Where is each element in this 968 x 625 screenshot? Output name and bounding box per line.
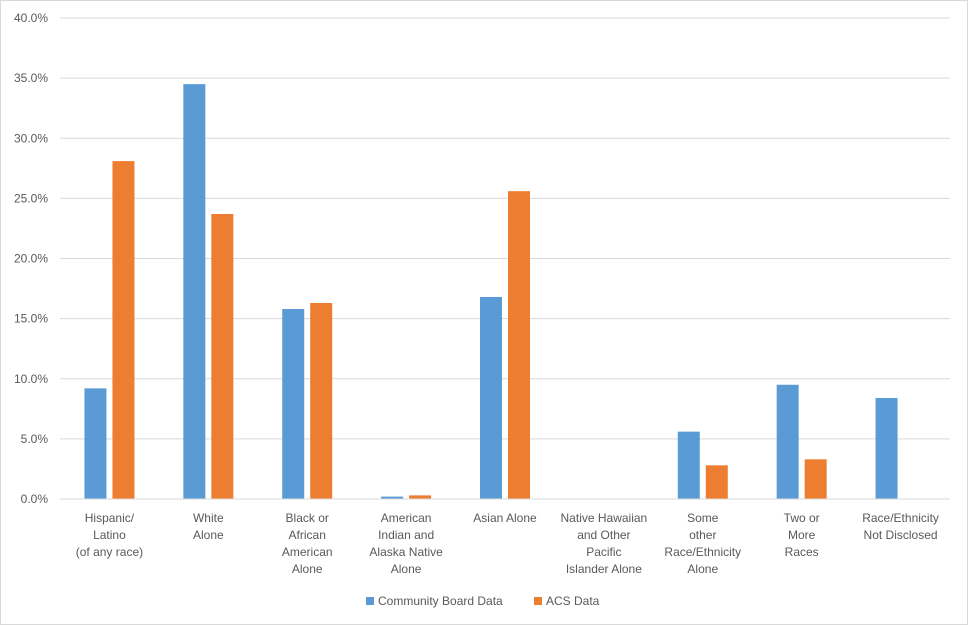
x-tick-label: Native Hawaiian <box>561 511 648 525</box>
gridlines <box>60 17 950 440</box>
x-tick-label: Latino <box>93 528 126 542</box>
bar <box>282 309 305 499</box>
x-tick-label: Asian Alone <box>473 511 537 525</box>
x-tick-label: Race/Ethnicity <box>862 511 939 525</box>
x-tick-label: African <box>289 528 326 542</box>
bar <box>84 388 107 499</box>
y-tick-label: 20.0% <box>14 252 48 266</box>
x-tick-label: and Other <box>577 528 630 542</box>
bar <box>112 161 135 499</box>
x-tick-label: White <box>193 511 224 525</box>
legend-swatch <box>366 597 374 605</box>
bar <box>508 191 530 499</box>
x-tick-label: Hispanic/ <box>85 511 135 525</box>
y-axis-ticks: 0.0% 5.0% 10.0% 15.0% 20.0% 25.0% 30.0% 35.0% 40… <box>14 11 48 506</box>
x-tick-label: Islander Alone <box>566 562 642 576</box>
y-tick-label: 15.0% <box>14 312 48 326</box>
x-axis-categories: Hispanic/Latino (of any race) White Alone Bl… <box>76 511 939 576</box>
bar <box>804 459 827 499</box>
bar <box>875 397 898 499</box>
bar <box>310 302 333 499</box>
x-tick-label: American <box>381 511 432 525</box>
bar <box>705 465 728 499</box>
x-tick-label: Some <box>687 511 719 525</box>
x-tick-label: Pacific <box>586 545 621 559</box>
x-tick-label: American <box>282 545 333 559</box>
x-tick-label: Race/Ethnicity <box>664 545 741 559</box>
legend-label: Community Board Data <box>378 594 503 608</box>
y-tick-label: 40.0% <box>14 11 48 25</box>
y-tick-label: 0.0% <box>21 492 49 506</box>
x-tick-label: Races <box>785 545 819 559</box>
x-tick-label: (of any race) <box>76 545 143 559</box>
bars <box>84 84 898 499</box>
y-tick-label: 5.0% <box>21 432 49 446</box>
bar <box>183 84 206 499</box>
bar <box>211 214 234 499</box>
x-tick-label: Alaska Native <box>369 545 443 559</box>
x-tick-label: Alone <box>292 562 323 576</box>
y-tick-label: 30.0% <box>14 131 48 145</box>
bar <box>677 431 700 499</box>
x-tick-label: other <box>689 528 716 542</box>
bar <box>381 496 404 499</box>
x-tick-label: Alone <box>391 562 422 576</box>
legend-swatch <box>534 597 542 605</box>
x-tick-label: Alone <box>193 528 224 542</box>
bar <box>409 495 432 499</box>
x-tick-label: Two or <box>784 511 820 525</box>
x-tick-label: Not Disclosed <box>864 528 938 542</box>
bar <box>776 384 799 499</box>
legend: Community Board Data ACS Data <box>366 594 600 608</box>
x-tick-label: Black or <box>286 511 329 525</box>
y-tick-label: 25.0% <box>14 191 48 205</box>
x-tick-label: Indian and <box>378 528 434 542</box>
bar <box>480 296 502 499</box>
y-tick-label: 35.0% <box>14 71 48 85</box>
legend-label: ACS Data <box>546 594 600 608</box>
x-tick-label: Alone <box>687 562 718 576</box>
y-tick-label: 10.0% <box>14 372 48 386</box>
x-tick-label: More <box>788 528 816 542</box>
